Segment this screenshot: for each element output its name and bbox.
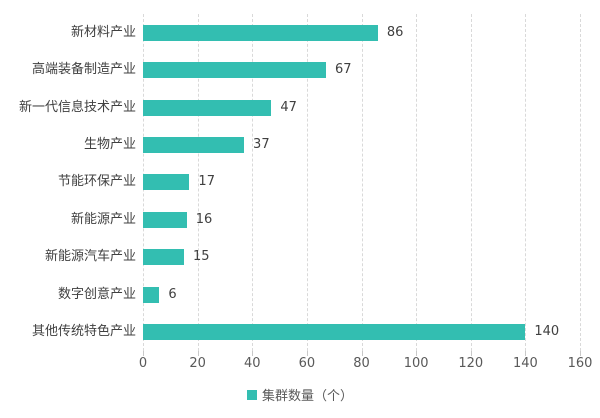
x-tick-label: 80 (353, 356, 370, 371)
category-label: 数字创意产业 (57, 286, 136, 302)
x-tick-label: 40 (243, 356, 261, 371)
x-tick-label: 160 (567, 356, 593, 371)
tick-mark (143, 351, 144, 356)
bar (143, 174, 190, 191)
gridline (470, 14, 472, 351)
bar (143, 323, 526, 340)
x-tick-label: 0 (138, 356, 148, 371)
value-label: 15 (192, 249, 210, 265)
x-tick-label: 60 (298, 356, 316, 371)
bar (143, 249, 184, 266)
legend-label: 集群数量（个） (261, 389, 353, 404)
legend: 集群数量（个） (0, 385, 600, 404)
tick-mark (580, 351, 581, 356)
value-label: 16 (195, 211, 213, 227)
gridline (580, 14, 581, 351)
value-label: 6 (168, 286, 177, 302)
tick-mark (525, 351, 527, 356)
value-label: 37 (253, 136, 270, 152)
category-label: 新材料产业 (70, 24, 136, 40)
tick-mark (361, 351, 363, 356)
category-label: 高端装备制造产业 (31, 62, 136, 78)
category-label: 生物产业 (83, 136, 136, 152)
tick-mark (470, 351, 472, 356)
bar (143, 62, 326, 79)
bar (143, 24, 378, 41)
bar (143, 211, 187, 228)
x-tick-label: 120 (458, 356, 484, 371)
category-label: 新能源产业 (70, 211, 136, 227)
gridline (525, 14, 527, 351)
bar (143, 136, 245, 153)
x-tick-label: 140 (512, 356, 538, 371)
category-label: 新能源汽车产业 (44, 249, 136, 265)
tick-mark (197, 351, 199, 356)
bar (143, 99, 272, 116)
gridline (197, 14, 199, 351)
bar (143, 286, 160, 303)
value-label: 86 (386, 24, 404, 40)
tick-mark (306, 351, 308, 356)
value-label: 47 (280, 99, 297, 115)
category-label: 新一代信息技术产业 (18, 99, 136, 115)
x-tick-label: 20 (189, 356, 206, 371)
tick-mark (252, 351, 254, 356)
gridline (416, 14, 418, 351)
tick-mark (416, 351, 418, 356)
gridline (306, 14, 308, 351)
legend-swatch-icon (246, 389, 257, 400)
x-tick-label: 100 (403, 356, 429, 371)
category-label: 其他传统特色产业 (31, 323, 136, 339)
value-label: 17 (198, 174, 215, 190)
gridline (252, 14, 254, 351)
value-label: 140 (534, 323, 560, 339)
value-label: 67 (334, 62, 352, 78)
category-label: 节能环保产业 (57, 174, 136, 190)
gridline (361, 14, 363, 351)
